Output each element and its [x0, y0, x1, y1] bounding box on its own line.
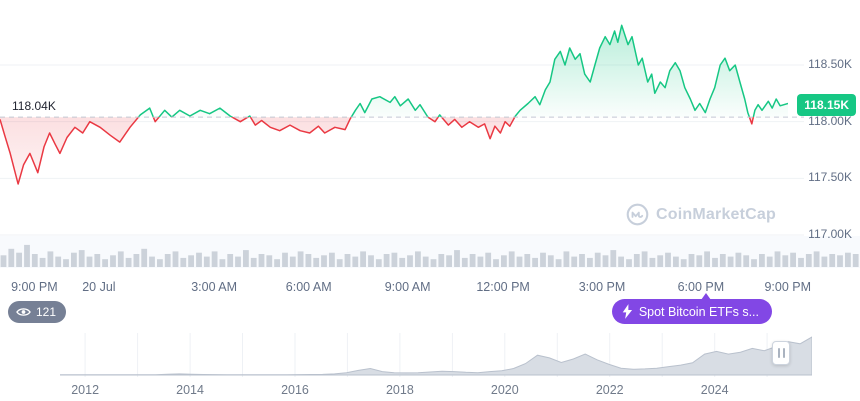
event-marker-caret: [701, 293, 711, 300]
watchers-badge[interactable]: 121: [8, 301, 67, 323]
eye-icon: [16, 308, 31, 316]
time-tick-label: 3:00 AM: [191, 280, 238, 294]
history-chart-canvas: [59, 333, 813, 377]
year-tick-label: 2022: [595, 383, 624, 397]
year-tick-label: 2024: [700, 383, 729, 397]
year-tick-label: 2014: [176, 383, 204, 397]
year-tick-label: 2016: [281, 383, 309, 397]
current-price-badge: 118.15K: [797, 94, 856, 116]
price-chart-canvas[interactable]: [0, 0, 860, 270]
year-tick-label: 2020: [490, 383, 519, 397]
coinmarketcap-logo-icon: [626, 203, 649, 226]
time-tick-label: 9:00 PM: [11, 280, 58, 294]
time-tick-label: 12:00 PM: [476, 280, 530, 294]
price-tick-label: 117.50K: [808, 170, 852, 185]
etf-event-label: Spot Bitcoin ETFs s...: [638, 304, 759, 319]
year-tick-label: 2018: [385, 383, 414, 397]
time-axis: 9:00 PM 20 Jul 3:00 AM 6:00 AM 9:00 AM 12:00 …: [0, 280, 860, 296]
time-tick-label: 9:00 PM: [764, 280, 812, 294]
history-range-selector[interactable]: [59, 333, 813, 377]
coinmarketcap-watermark: CoinMarketCap: [626, 203, 776, 226]
grip-line: [777, 348, 780, 358]
price-tick-label: 118.00K: [808, 113, 852, 128]
watchers-count: 121: [36, 305, 57, 319]
range-handle[interactable]: [772, 341, 790, 365]
etf-event-badge[interactable]: Spot Bitcoin ETFs s...: [611, 299, 772, 324]
year-axis: 2012 2014 2016 2018 2020 2022 2024: [0, 383, 860, 399]
grip-line: [782, 348, 785, 358]
time-tick-label: 6:00 PM: [677, 280, 725, 294]
lightning-icon: [622, 304, 632, 319]
baseline-price-label: 118.04K: [10, 99, 58, 114]
time-tick-label: 20 Jul: [82, 280, 116, 294]
time-tick-label: 6:00 AM: [285, 280, 332, 294]
price-tick-label: 118.50K: [808, 57, 852, 71]
time-tick-label: 9:00 AM: [384, 280, 431, 294]
time-tick-label: 3:00 PM: [578, 280, 626, 294]
price-tick-label: 117.00K: [808, 227, 852, 241]
watermark-text: CoinMarketCap: [656, 205, 776, 223]
year-tick-label: 2012: [71, 383, 100, 397]
